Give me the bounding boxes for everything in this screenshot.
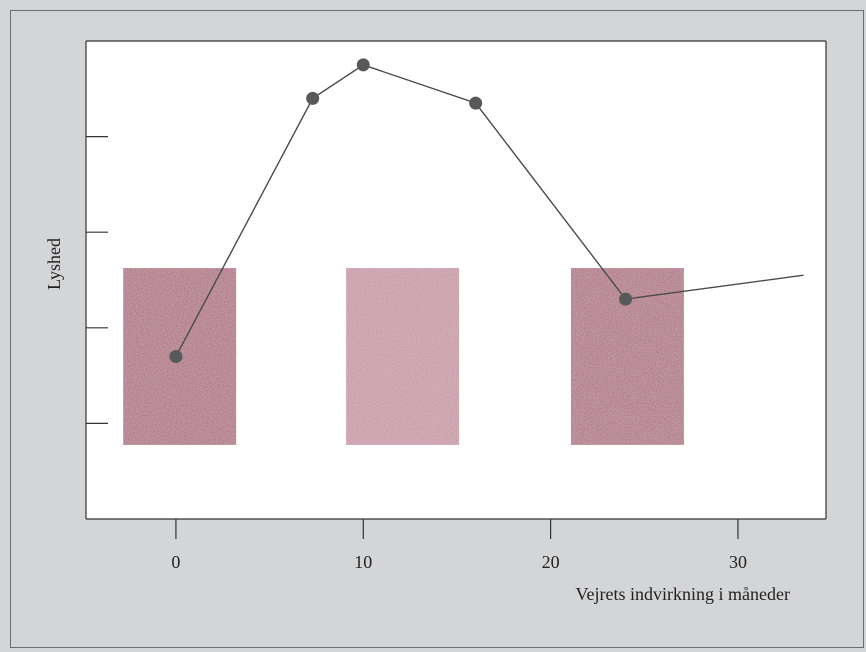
- x-tick-label: 0: [171, 552, 180, 572]
- axes-layer: 0 10 20 30: [85, 40, 827, 572]
- data-point: [619, 292, 633, 306]
- y-axis-label: Lyshed: [44, 238, 64, 290]
- series-line: [175, 64, 804, 357]
- data-point: [356, 58, 370, 72]
- series-layer: [169, 58, 804, 363]
- x-tick-label: 10: [354, 552, 372, 572]
- chart-figure: 0 10 20 30 Lyshed Vejrets indvirkning i mån…: [10, 10, 864, 648]
- x-tick-label: 20: [542, 552, 560, 572]
- data-point: [306, 91, 320, 105]
- swatch-layer: [123, 268, 684, 445]
- line-chart: 0 10 20 30 Lyshed Vejrets indvirkning i mån…: [44, 40, 827, 604]
- color-swatch-2: [346, 268, 460, 445]
- x-tick-label: 30: [729, 552, 747, 572]
- data-point: [169, 349, 183, 363]
- x-axis-label: Vejrets indvirkning i måneder: [576, 584, 790, 604]
- data-point: [469, 96, 483, 110]
